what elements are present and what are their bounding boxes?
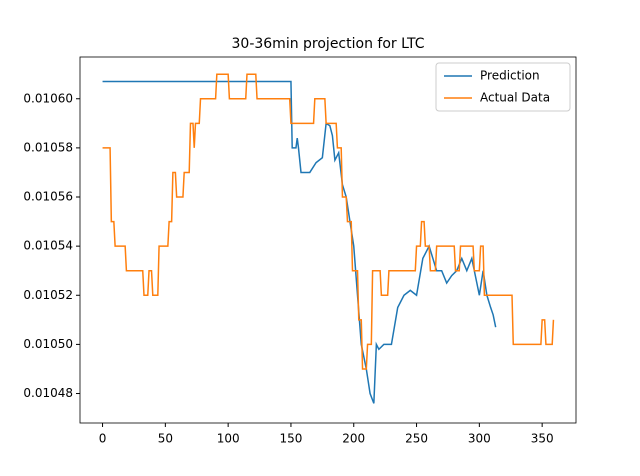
y-tick-label: 0.01048 [23,386,73,400]
chart-title: 30-36min projection for LTC [232,36,425,52]
x-tick-label: 350 [531,432,554,446]
legend-label: Prediction [480,69,540,83]
line-series [102,80,497,404]
y-tick-label: 0.01060 [23,91,73,105]
x-tick-label: 0 [99,432,107,446]
y-tick-label: 0.01054 [23,239,73,253]
plot-frame [79,56,577,424]
x-tick-label: 100 [217,432,240,446]
line-series [102,73,555,370]
legend-box [435,62,571,112]
x-tick-label: 50 [158,432,173,446]
x-tick-label: 200 [342,432,365,446]
legend-label: Actual Data [480,91,550,105]
y-tick-label: 0.01050 [23,337,73,351]
x-tick-label: 300 [468,432,491,446]
y-tick-label: 0.01058 [23,140,73,154]
x-tick-label: 150 [279,432,302,446]
x-tick-label: 250 [405,432,428,446]
y-tick-label: 0.01052 [23,288,73,302]
y-tick-label: 0.01056 [23,190,73,204]
